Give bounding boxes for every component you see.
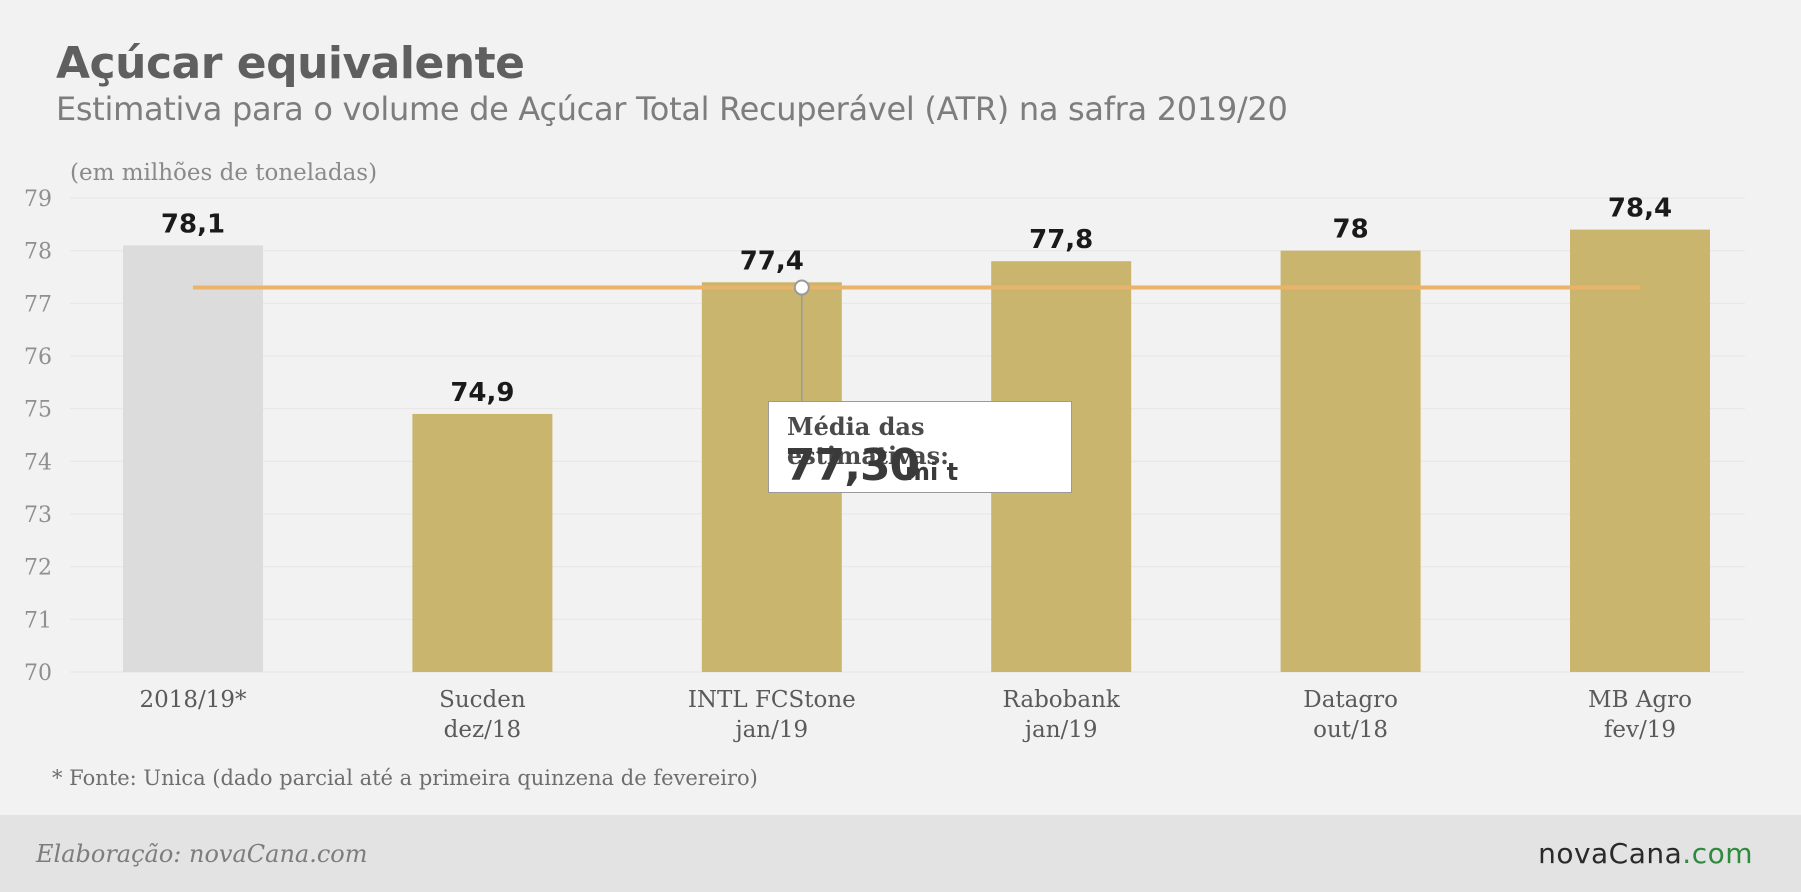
average-callout: Média das estimativas: 77,30 mi t: [768, 401, 1072, 493]
y-tick-label: 79: [24, 187, 52, 212]
chart-subtitle: Estimativa para o volume de Açúcar Total…: [56, 90, 1288, 128]
unit-note: (em milhões de toneladas): [70, 160, 378, 186]
bar: [412, 413, 553, 672]
average-value: 77,30: [785, 440, 920, 491]
x-category-label: out/18: [1313, 717, 1388, 743]
bar: [123, 245, 263, 672]
y-tick-label: 72: [24, 556, 52, 581]
y-tick-label: 70: [24, 661, 52, 686]
source-footnote: * Fonte: Unica (dado parcial até a prime…: [52, 766, 758, 790]
average-label: Média das estimativas:: [787, 412, 949, 470]
x-category-label: Sucden: [439, 687, 526, 713]
footer-bar: Elaboração: novaCana.com novaCana.com: [0, 815, 1801, 892]
x-category-label: jan/19: [732, 717, 808, 743]
bar: [1280, 250, 1421, 672]
logo-main: novaCana: [1538, 837, 1683, 870]
bar-value-label: 78: [1333, 215, 1369, 245]
x-category-label: MB Agro: [1588, 687, 1692, 713]
y-tick-label: 71: [24, 608, 52, 633]
credit-text: Elaboração: novaCana.com: [36, 840, 368, 868]
bar-value-label: 78,4: [1608, 194, 1672, 224]
x-category-label: 2018/19*: [139, 687, 247, 713]
y-tick-label: 78: [24, 240, 52, 265]
chart-title: Açúcar equivalente: [56, 38, 525, 89]
x-category-label: INTL FCStone: [688, 687, 856, 713]
y-tick-label: 75: [24, 398, 52, 423]
bar: [1570, 229, 1710, 672]
x-category-label: Rabobank: [1003, 687, 1121, 713]
y-tick-label: 77: [24, 292, 52, 317]
average-marker: [793, 279, 810, 296]
y-tick-label: 76: [24, 345, 52, 370]
x-category-label: dez/18: [444, 717, 521, 743]
bar-chart: 70 71 72 73 74 75 76 77 78 79 78,1 2018/19* 74,9 Sucd…: [24, 187, 1745, 743]
bar-value-label: 77,8: [1029, 225, 1093, 255]
x-category-label: fev/19: [1604, 717, 1676, 743]
y-tick-label: 73: [24, 503, 52, 528]
novacana-logo[interactable]: novaCana.com: [1538, 837, 1753, 870]
x-category-label: jan/19: [1022, 717, 1098, 743]
bar-value-label: 74,9: [450, 378, 514, 408]
logo-suffix: .com: [1682, 837, 1753, 870]
bar-value-label: 78,1: [161, 209, 225, 239]
y-tick-label: 74: [24, 450, 52, 475]
bar-value-label: 77,4: [740, 246, 804, 276]
average-unit: mi t: [905, 458, 959, 486]
x-category-label: Datagro: [1303, 687, 1398, 713]
